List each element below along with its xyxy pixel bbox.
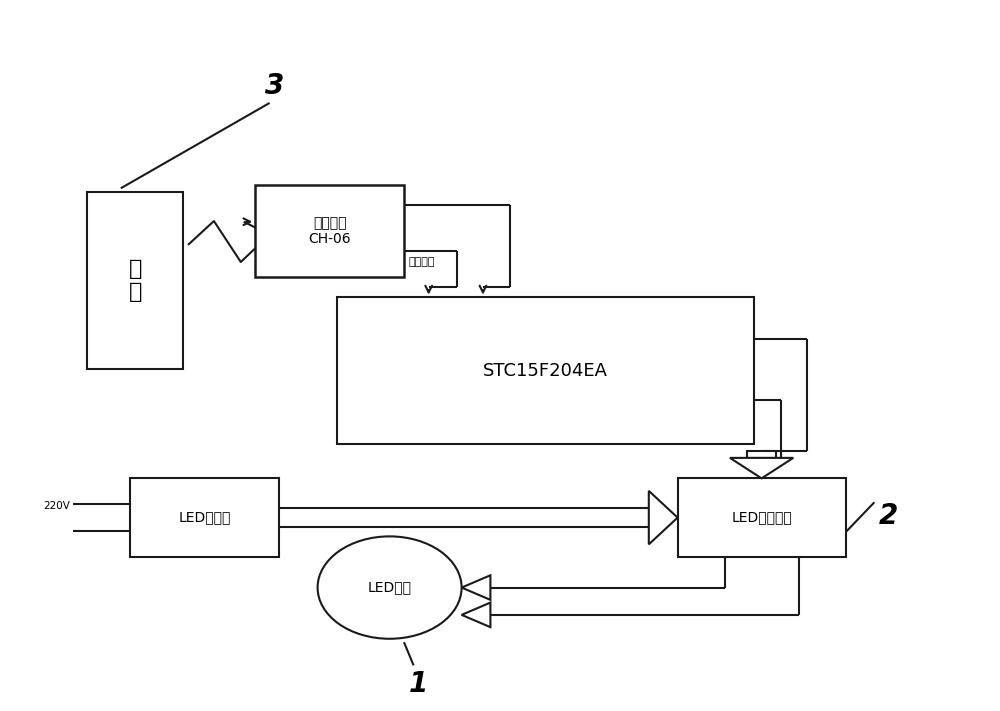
Text: 1: 1 [409,670,428,698]
Text: STC15F204EA: STC15F204EA [483,362,608,380]
Polygon shape [462,575,490,600]
Text: LED灯珠: LED灯珠 [368,581,412,594]
Text: LED恒压源: LED恒压源 [179,510,231,525]
Text: 2: 2 [879,502,898,530]
Text: 串口通信: 串口通信 [409,257,435,267]
FancyBboxPatch shape [678,479,846,557]
Text: 220V: 220V [43,501,70,510]
Text: 蓝牙模块
CH-06: 蓝牙模块 CH-06 [308,216,351,246]
FancyBboxPatch shape [255,185,404,277]
Circle shape [318,536,462,638]
Text: 手
机: 手 机 [129,259,142,302]
Polygon shape [730,458,793,479]
Polygon shape [649,491,678,545]
Text: 3: 3 [265,72,284,100]
FancyBboxPatch shape [747,451,776,458]
FancyBboxPatch shape [337,297,754,444]
FancyBboxPatch shape [87,192,183,369]
Polygon shape [462,603,490,627]
FancyBboxPatch shape [130,479,279,557]
Text: LED驱动芯片: LED驱动芯片 [731,510,792,525]
